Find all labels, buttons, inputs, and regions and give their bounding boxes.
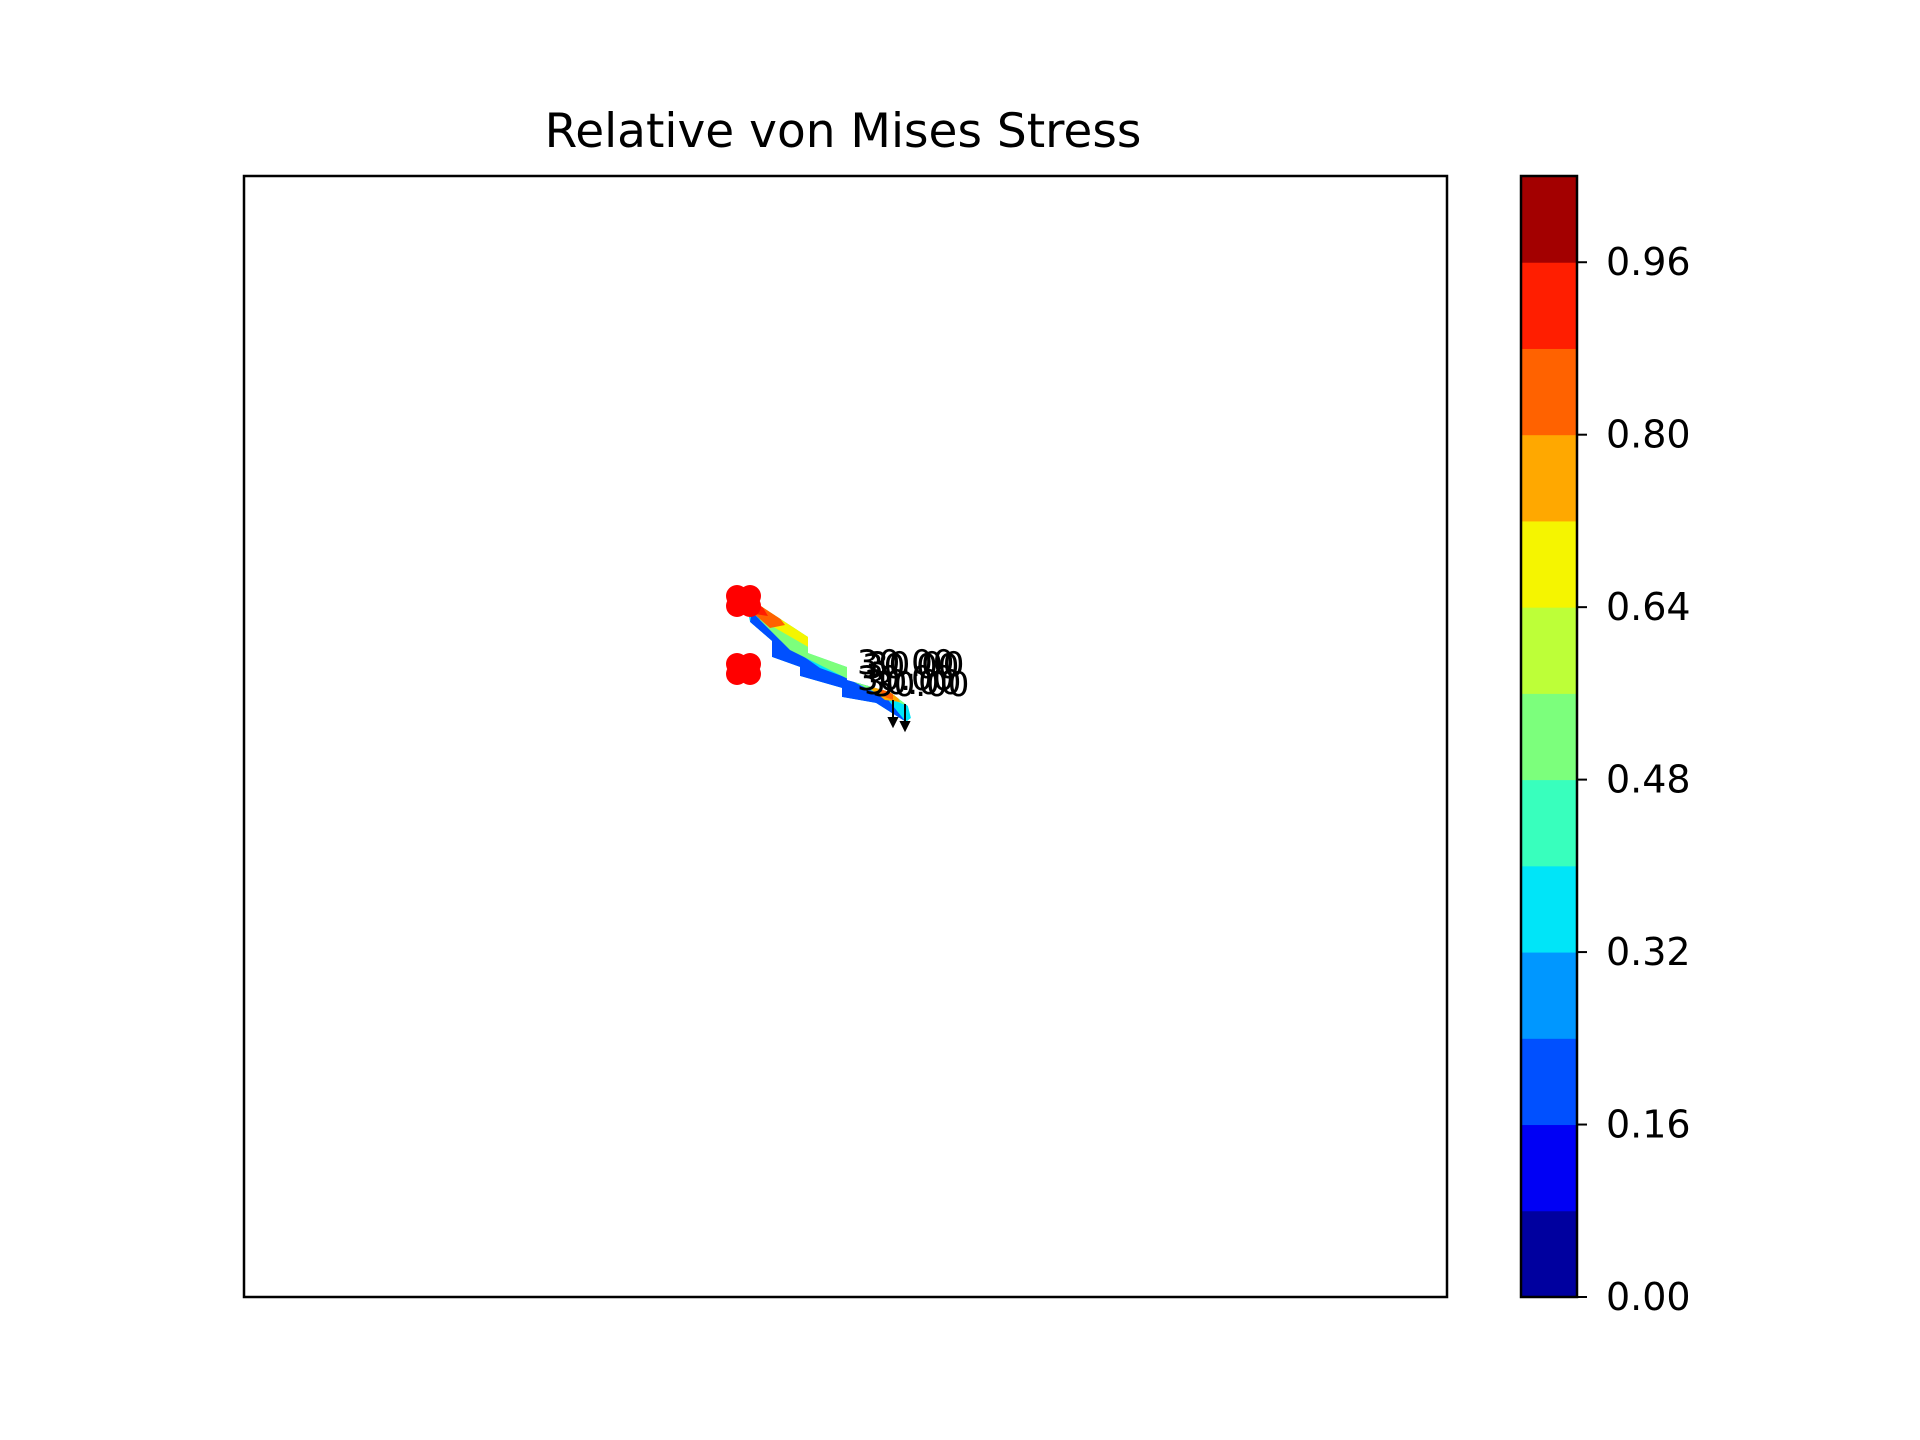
- load-labels: 30.00 30.00 30.00 30.00 30.00 30.00: [857, 643, 969, 705]
- load-label: 30.00: [872, 665, 969, 705]
- colorbar-tick-label: 0.96: [1606, 240, 1691, 284]
- plot-area: 30.00 30.00 30.00 30.00 30.00 30.00: [242, 174, 1449, 1299]
- load-label: 30.00: [857, 643, 954, 683]
- load-arrow-head: [899, 721, 911, 733]
- colorbar-tick-label: 0.48: [1606, 758, 1691, 802]
- colorbar: 0.00 0.16 0.32 0.48 0.64 0.80 0.96: [1519, 174, 1691, 1319]
- colorbar-band: [1521, 176, 1577, 263]
- load-arrow-head: [887, 717, 899, 729]
- load-arrows: [887, 700, 911, 733]
- axes-frame: [242, 174, 1449, 1299]
- colorbar-band: [1521, 1210, 1577, 1298]
- colorbar-band: [1521, 607, 1577, 694]
- colorbar-band: [1521, 348, 1577, 436]
- load-label: 30.00: [864, 663, 961, 703]
- support-markers: [726, 585, 761, 685]
- colorbar-tick-label: 0.80: [1606, 413, 1691, 457]
- colorbar-ticks: 0.00 0.16 0.32 0.48 0.64 0.80 0.96: [1577, 240, 1691, 1319]
- colorbar-band: [1521, 520, 1577, 608]
- colorbar-tick-label: 0.64: [1606, 585, 1691, 629]
- colorbar-band: [1521, 693, 1577, 781]
- colorbar-band: [1521, 1038, 1577, 1126]
- chart-title: Relative von Mises Stress: [545, 104, 1142, 159]
- colorbar-band: [1521, 779, 1577, 867]
- load-label: 30.00: [867, 645, 964, 685]
- colorbar-band: [1521, 952, 1577, 1039]
- support-marker: [739, 663, 761, 685]
- colorbar-tick-label: 0.16: [1606, 1103, 1691, 1147]
- colorbar-band: [1521, 865, 1577, 953]
- colorbar-frame: [1519, 174, 1579, 1299]
- load-label: 30.00: [857, 659, 954, 699]
- tip-peak-stress: [880, 688, 893, 700]
- low-stress-band: [750, 612, 906, 722]
- colorbar-tick-label: 0.32: [1606, 930, 1691, 974]
- colorbar-band: [1521, 262, 1577, 349]
- colorbar-band: [1521, 1124, 1577, 1212]
- colorbar-band: [1521, 434, 1577, 522]
- colorbar-bands: [1521, 176, 1577, 1298]
- support-marker: [739, 595, 761, 617]
- load-label: 30.00: [862, 647, 959, 687]
- colorbar-tick-label: 0.00: [1606, 1275, 1691, 1319]
